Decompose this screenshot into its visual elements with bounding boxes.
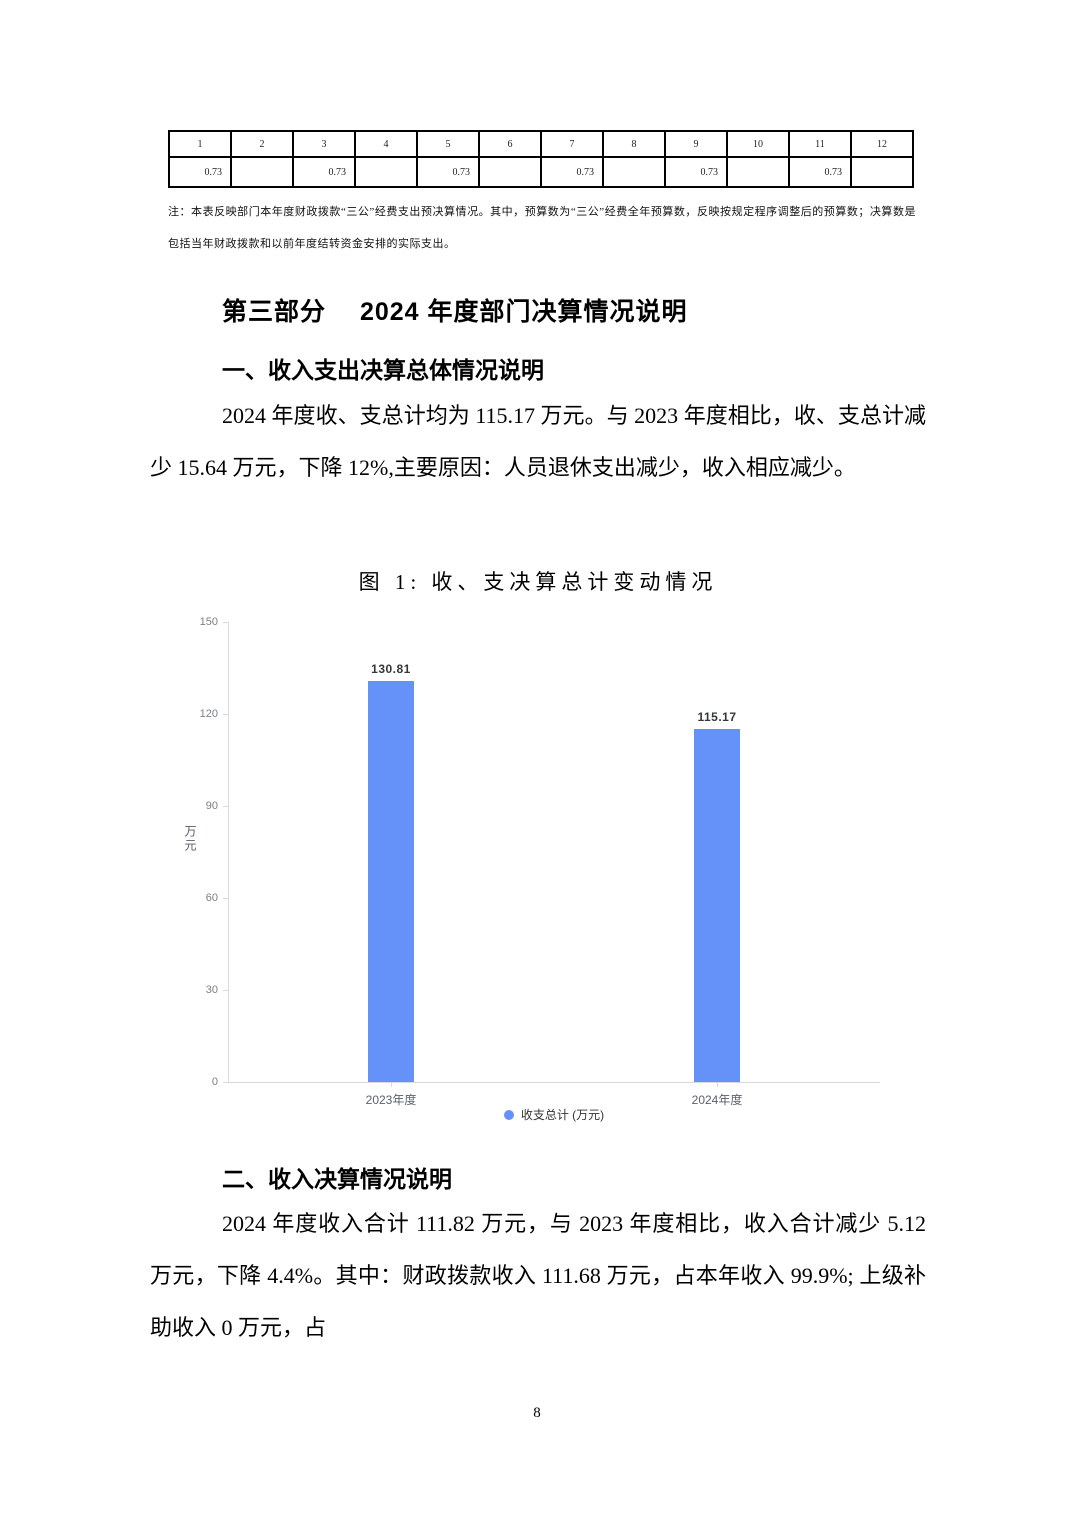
table-header-row: 1 2 3 4 5 6 7 8 9 10 11 12 bbox=[168, 130, 914, 158]
table-header-cell: 8 bbox=[602, 130, 666, 158]
table-header-cell: 2 bbox=[230, 130, 294, 158]
table-value-cell: 0.73 bbox=[416, 156, 480, 188]
table-value-cell bbox=[230, 156, 294, 188]
three-public-expense-table: 1 2 3 4 5 6 7 8 9 10 11 12 0.73 0.73 0.73 0.73 0.73 0.73 bbox=[168, 130, 914, 188]
bar-2023年度 bbox=[368, 680, 414, 1082]
table-header-cell: 7 bbox=[540, 130, 604, 158]
y-tick-label: 150 bbox=[199, 616, 218, 628]
y-tick-label: 90 bbox=[205, 800, 218, 812]
chart-legend: 收支总计 (万元) bbox=[228, 1106, 880, 1123]
y-tick-mark bbox=[223, 714, 228, 715]
y-tick-label: 120 bbox=[199, 708, 218, 720]
table-header-cell: 1 bbox=[168, 130, 232, 158]
x-tick-mark bbox=[391, 1083, 392, 1087]
y-tick-mark bbox=[223, 1082, 228, 1083]
table-value-cell: 0.73 bbox=[788, 156, 852, 188]
table-header-cell: 9 bbox=[664, 130, 728, 158]
bar-2024年度 bbox=[694, 728, 740, 1082]
y-tick-mark bbox=[223, 990, 228, 991]
table-header-cell: 10 bbox=[726, 130, 790, 158]
section1-heading: 一、收入支出决算总体情况说明 bbox=[222, 357, 544, 383]
y-tick-label: 0 bbox=[211, 1076, 218, 1088]
table-header-cell: 6 bbox=[478, 130, 542, 158]
table-header-cell: 4 bbox=[354, 130, 418, 158]
table-value-cell: 0.73 bbox=[540, 156, 604, 188]
x-category-label: 2024年度 bbox=[691, 1093, 743, 1107]
three-public-expense-table-body: 1 2 3 4 5 6 7 8 9 10 11 12 0.73 0.73 0.73 0.73 0.73 0.73 bbox=[168, 130, 914, 188]
x-tick-mark bbox=[717, 1083, 718, 1087]
bar-value-label: 115.17 bbox=[697, 709, 737, 724]
table-note: 注：本表反映部门本年度财政拨款“三公”经费支出预决算情况。其中，预算数为“三公”… bbox=[168, 206, 916, 250]
y-tick-label: 30 bbox=[205, 984, 218, 996]
table-value-cell bbox=[354, 156, 418, 188]
y-axis-title: 万元 bbox=[183, 825, 197, 853]
legend-marker-icon bbox=[503, 1109, 514, 1120]
x-axis-line bbox=[228, 1082, 880, 1083]
table-header-cell: 3 bbox=[292, 130, 356, 158]
y-axis-line bbox=[228, 622, 229, 1082]
table-value-cell bbox=[602, 156, 666, 188]
legend-label: 收支总计 (万元) bbox=[520, 1108, 605, 1122]
table-header-cell: 11 bbox=[788, 130, 852, 158]
bar-value-label: 130.81 bbox=[371, 661, 411, 676]
y-tick-mark bbox=[223, 622, 228, 623]
table-value-cell bbox=[850, 156, 914, 188]
y-tick-label: 60 bbox=[205, 892, 218, 904]
figure1-chart: 0 30 60 90 120 150 万元 130.81 2023年度 115.17 2024年度收… bbox=[180, 615, 900, 1150]
table-header-cell: 12 bbox=[850, 130, 914, 158]
table-header-cell: 5 bbox=[416, 130, 480, 158]
table-value-cell: 0.73 bbox=[168, 156, 232, 188]
table-value-cell bbox=[478, 156, 542, 188]
table-value-row: 0.73 0.73 0.73 0.73 0.73 0.73 bbox=[168, 156, 914, 188]
para-overall-situation: 2024 年度收、支总计均为 115.17 万元。与 2023 年度相比，收、支… bbox=[150, 403, 926, 480]
table-value-cell: 0.73 bbox=[664, 156, 728, 188]
page-number: 8 bbox=[533, 1405, 541, 1421]
y-tick-mark bbox=[223, 898, 228, 899]
table-value-cell bbox=[726, 156, 790, 188]
x-category-label: 2023年度 bbox=[365, 1093, 417, 1107]
part3-heading: 第三部分 2024 年度部门决算情况说明 bbox=[222, 298, 688, 326]
table-value-cell: 0.73 bbox=[292, 156, 356, 188]
para-income-situation: 2024 年度收入合计 111.82 万元，与 2023 年度相比，收入合计减少… bbox=[150, 1211, 926, 1340]
y-tick-mark bbox=[223, 806, 228, 807]
section2-heading: 二、收入决算情况说明 bbox=[222, 1166, 452, 1192]
figure1-title: 图 1: 收、支决算总计变动情况 bbox=[358, 570, 718, 594]
